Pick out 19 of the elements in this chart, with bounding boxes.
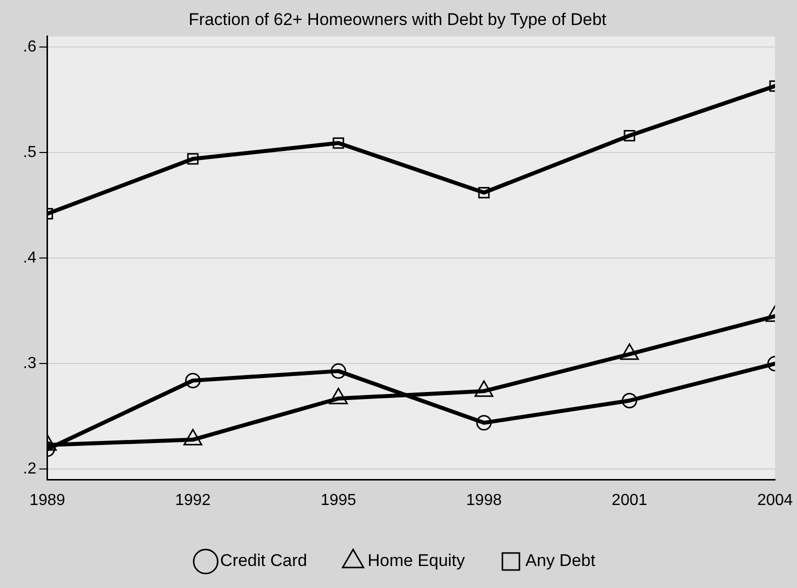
y-tick-label: .3: [23, 355, 36, 372]
y-tick-label: .4: [23, 250, 36, 267]
x-tick-label: 1995: [320, 492, 356, 509]
x-tick-label: 1998: [466, 492, 502, 509]
y-tick-label: .5: [23, 144, 36, 161]
legend-label: Any Debt: [525, 551, 596, 570]
x-tick-label: 2001: [612, 492, 648, 509]
legend-label: Credit Card: [220, 551, 308, 570]
y-tick-label: .6: [23, 38, 36, 56]
x-tick-label: 1989: [30, 492, 66, 509]
x-tick-label: 1992: [175, 492, 211, 509]
point: [330, 363, 346, 379]
point: [476, 415, 492, 431]
point: [478, 186, 490, 198]
point: [332, 137, 344, 149]
chart-title: Fraction of 62+ Homeowners with Debt by Type of Debt: [188, 10, 607, 29]
x-tick-label: 2004: [757, 492, 793, 509]
legend-label: Home Equity: [368, 551, 466, 570]
y-tick-label: .2: [23, 460, 36, 478]
